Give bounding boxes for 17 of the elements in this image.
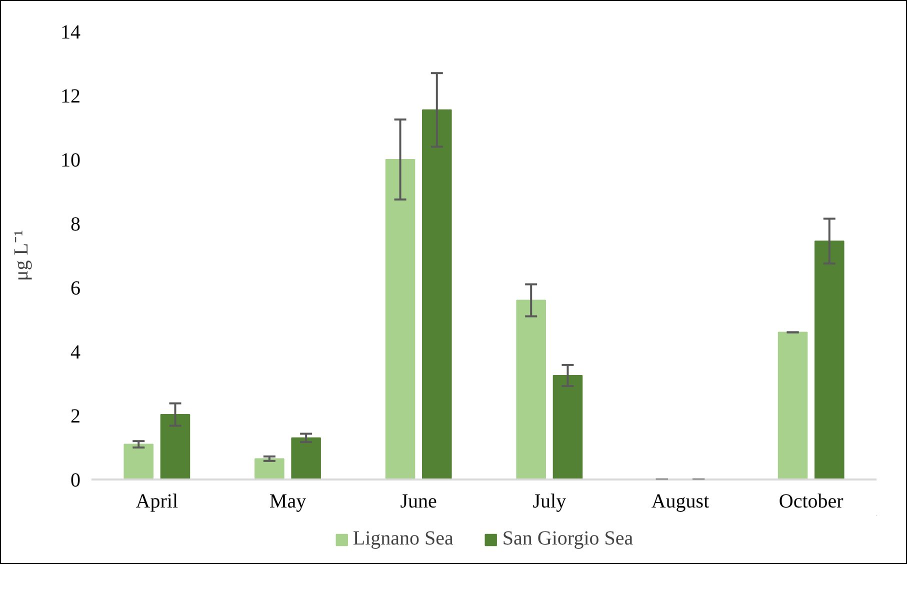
x-tick-label: August (651, 490, 710, 512)
x-tick-label: June (400, 490, 438, 512)
y-tick-label: 8 (70, 214, 80, 236)
legend-label: San Giorgio Sea (502, 528, 634, 550)
legend-label: Lignano Sea (352, 528, 454, 550)
x-tick-label: April (136, 490, 178, 512)
y-tick-label: 2 (70, 406, 80, 428)
y-tick-label: 0 (70, 470, 80, 492)
y-tick-label: 14 (60, 22, 80, 44)
y-axis-title: μg L⁻¹ (10, 230, 32, 281)
x-tick-label: July (532, 490, 566, 512)
x-tick-label: May (269, 490, 306, 512)
y-tick-label: 6 (70, 278, 80, 300)
y-tick-label: 4 (70, 342, 80, 364)
y-tick-label: 12 (60, 86, 80, 108)
y-tick-label: 10 (60, 150, 80, 172)
x-tick-label: October (778, 490, 844, 512)
